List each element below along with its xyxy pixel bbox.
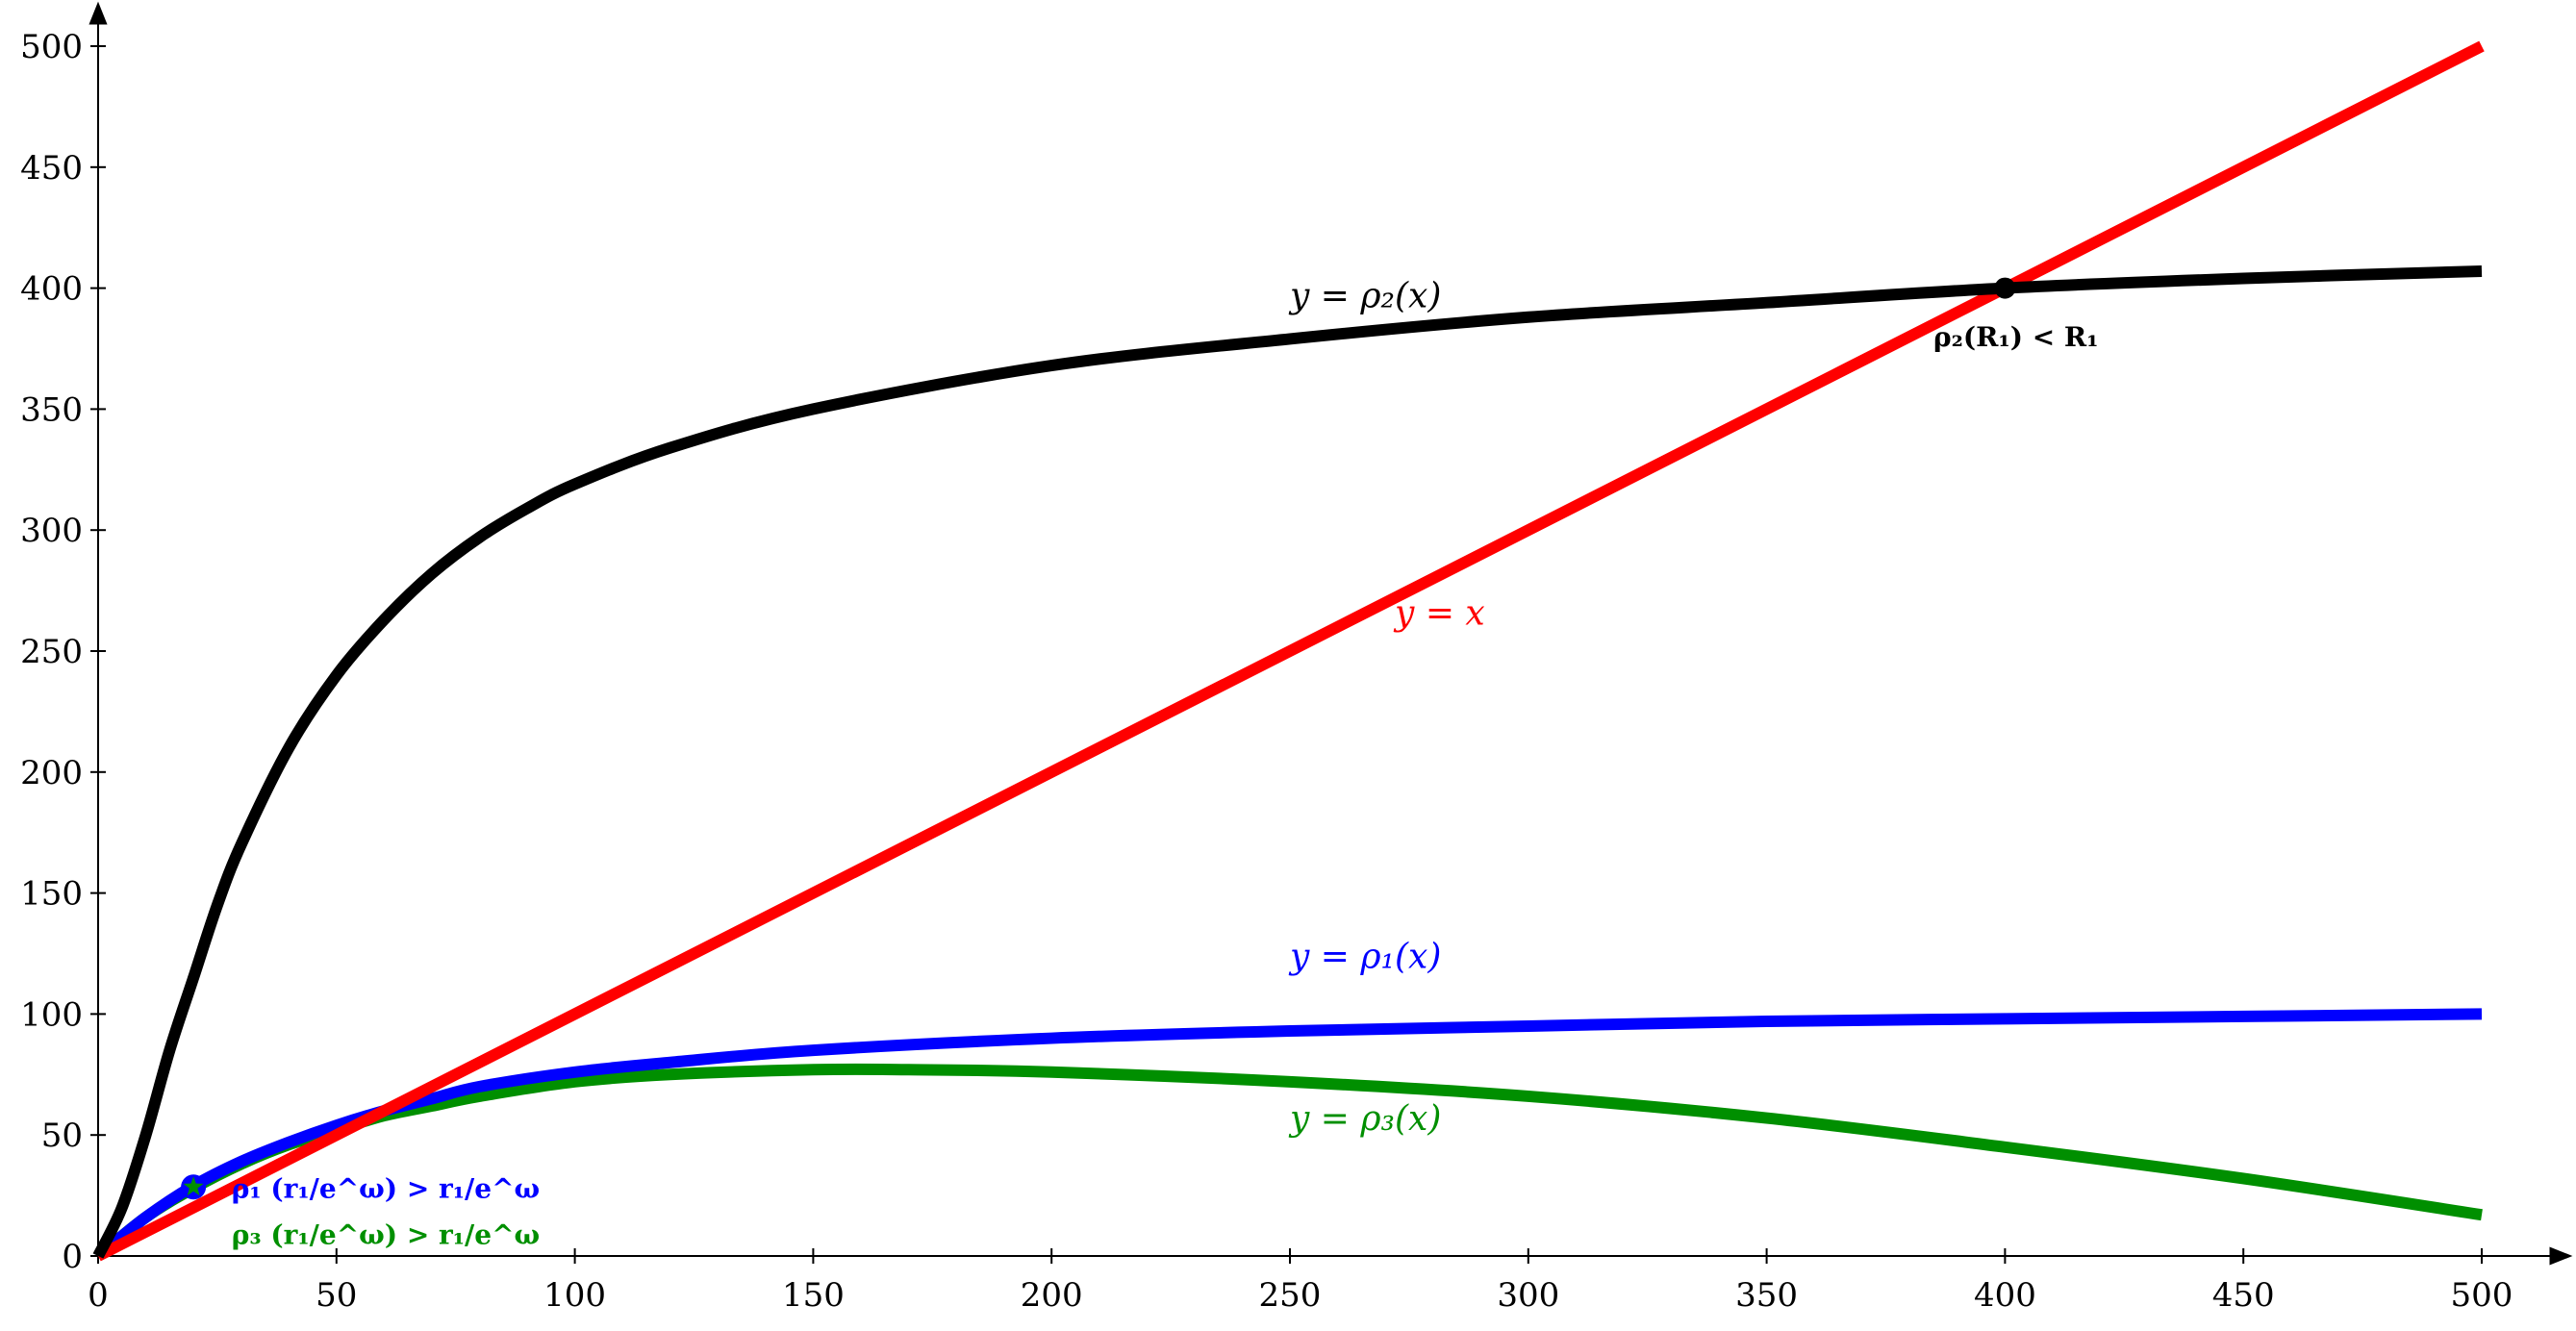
x-tick-label: 0 xyxy=(88,1276,109,1315)
y-tick-label: 300 xyxy=(20,512,83,550)
point-label-2: ρ₃ (r₁/e^ω) > r₁/e^ω xyxy=(232,1218,540,1250)
series-group xyxy=(92,40,2485,1262)
x-tick-label: 250 xyxy=(1259,1276,1322,1315)
y-tick-label: 0 xyxy=(62,1238,83,1276)
points-group xyxy=(181,277,2016,1200)
y-tick-label: 50 xyxy=(41,1117,83,1155)
y-tick-label: 400 xyxy=(20,270,83,309)
y-tick-label: 150 xyxy=(20,875,83,914)
y-tick-label: 350 xyxy=(20,390,83,429)
point-label-0: ρ₂(R₁) < R₁ xyxy=(1933,321,2098,353)
x-tick-label: 200 xyxy=(1021,1276,1083,1315)
series-line-y-x xyxy=(92,264,2483,1259)
x-tick-label: 450 xyxy=(2212,1276,2275,1315)
x-tick-label: 100 xyxy=(543,1276,606,1315)
y-tick-label: 250 xyxy=(20,633,83,671)
labels-group: ρ₂(R₁) < R₁ ρ₁ (r₁/e^ω) > r₁/e^ω ρ₃ (r₁/e^… xyxy=(232,277,2099,1251)
curve-label-y-x: y = ρ₁(x) xyxy=(1288,938,1441,977)
x-tick-label: 400 xyxy=(1974,1276,2036,1315)
x-tick-label: 350 xyxy=(1735,1276,1798,1315)
series-line-y-x xyxy=(95,40,2485,1262)
point-label-1: ρ₁ (r₁/e^ω) > r₁/e^ω xyxy=(232,1173,540,1205)
y-tick-label: 500 xyxy=(20,28,83,66)
series-line-y-x xyxy=(94,1008,2483,1261)
axes: 0 50 100 150 200 250 300 350 400 450 500 0 50 100 150 2… xyxy=(20,1,2573,1315)
x-tick-label: 300 xyxy=(1497,1276,1559,1315)
x-tick-label: 500 xyxy=(2451,1276,2513,1315)
x-tick-label: 150 xyxy=(782,1276,845,1315)
intersection-point xyxy=(1994,277,2016,299)
y-tick-label: 200 xyxy=(20,754,83,792)
rho3-marker xyxy=(183,1176,204,1196)
curve-label-y-x: y = ρ₂(x) xyxy=(1288,277,1441,316)
y-tick-label: 450 xyxy=(20,149,83,188)
y-tick-label: 100 xyxy=(20,995,83,1034)
x-tick-label: 50 xyxy=(316,1276,357,1315)
curve-label-y-x: y = ρ₃(x) xyxy=(1288,1099,1441,1139)
curve-label-y-x: y = x xyxy=(1393,593,1485,633)
